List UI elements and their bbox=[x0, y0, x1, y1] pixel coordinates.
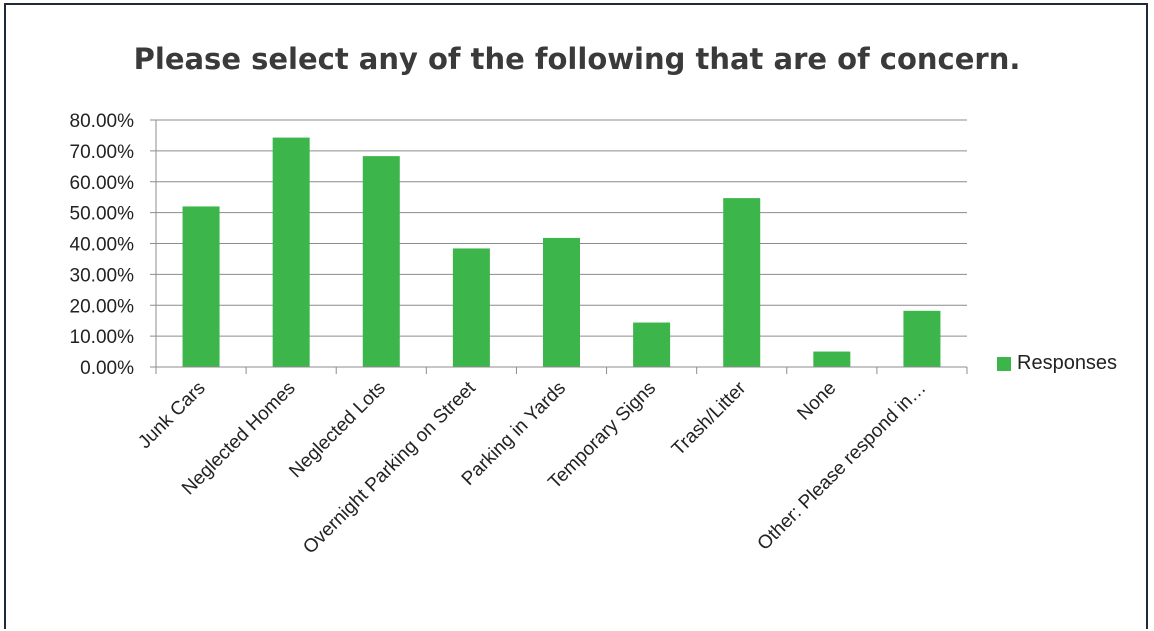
x-tick-label: Other: Please respond in… bbox=[754, 378, 931, 555]
bar bbox=[543, 237, 580, 367]
y-tick-label: 80.00% bbox=[70, 111, 135, 132]
x-tick-label: None bbox=[793, 378, 840, 425]
legend-label: Responses bbox=[1017, 352, 1118, 374]
chart-frame bbox=[4, 3, 1148, 629]
bar bbox=[723, 198, 761, 367]
y-tick-label: 10.00% bbox=[70, 327, 135, 348]
y-tick-label: 0.00% bbox=[80, 358, 134, 379]
chart-title: Please select any of the following that … bbox=[133, 42, 1021, 76]
y-tick-label: 60.00% bbox=[70, 173, 135, 194]
y-tick-label: 70.00% bbox=[70, 142, 135, 163]
x-tick-label: Junk Cars bbox=[134, 378, 209, 453]
legend: Responses bbox=[997, 352, 1117, 375]
x-tick-label: Overnight Parking on Street bbox=[299, 377, 480, 558]
bar bbox=[452, 248, 490, 367]
y-tick-label: 20.00% bbox=[70, 296, 135, 317]
bar bbox=[362, 156, 400, 367]
y-axis: 0.00% 10.00% 20.00% 30.00% 40.00% 50.00% 60.00… bbox=[70, 111, 157, 379]
bar bbox=[182, 206, 220, 367]
legend-swatch bbox=[997, 356, 1011, 371]
x-tick-label: Neglected Lots bbox=[285, 378, 389, 482]
bar bbox=[633, 322, 671, 367]
bar bbox=[903, 310, 941, 367]
x-tick-label: Trash/Litter bbox=[668, 377, 751, 460]
y-tick-label: 40.00% bbox=[70, 235, 135, 256]
bar bbox=[272, 137, 310, 367]
bars bbox=[182, 137, 941, 367]
y-tick-label: 50.00% bbox=[70, 204, 135, 225]
y-tick-label: 30.00% bbox=[70, 265, 135, 286]
bar bbox=[813, 351, 851, 367]
